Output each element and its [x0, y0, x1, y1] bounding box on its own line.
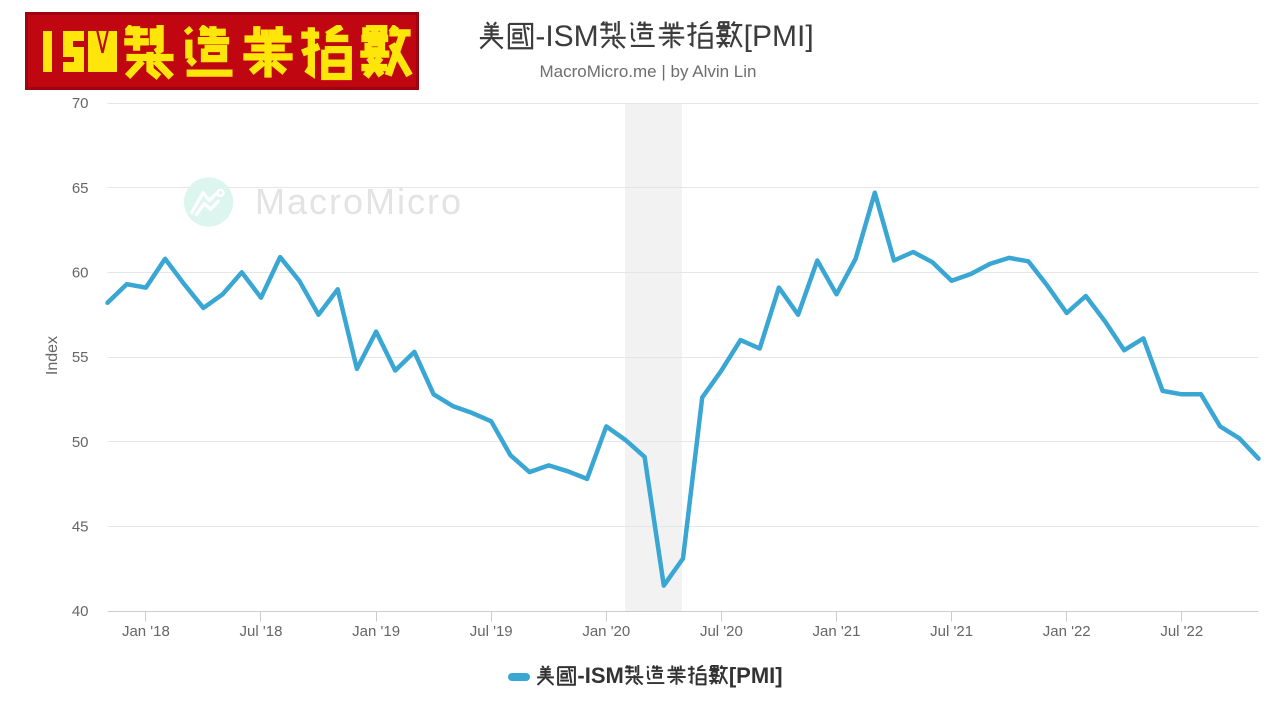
svg-text:Jan '19: Jan '19 — [352, 623, 400, 640]
svg-text:MacroMicro: MacroMicro — [255, 181, 463, 222]
svg-text:Jul '22: Jul '22 — [1160, 623, 1203, 640]
svg-text:50: 50 — [72, 434, 89, 451]
svg-text:55: 55 — [72, 349, 89, 366]
svg-text:Jan '22: Jan '22 — [1043, 623, 1091, 640]
svg-text:60: 60 — [72, 265, 89, 282]
svg-text:Jul '20: Jul '20 — [700, 623, 743, 640]
svg-text:45: 45 — [72, 519, 89, 536]
svg-text:Jul '18: Jul '18 — [240, 623, 283, 640]
svg-text:Jul '21: Jul '21 — [930, 623, 973, 640]
svg-text:Index: Index — [44, 336, 61, 375]
svg-text:Jan '18: Jan '18 — [122, 623, 170, 640]
svg-text:40: 40 — [72, 603, 89, 620]
svg-text:65: 65 — [72, 180, 89, 197]
svg-text:70: 70 — [72, 95, 89, 112]
svg-text:Jan '20: Jan '20 — [582, 623, 630, 640]
svg-text:Jan '21: Jan '21 — [813, 623, 861, 640]
svg-text:Jul '19: Jul '19 — [470, 623, 513, 640]
